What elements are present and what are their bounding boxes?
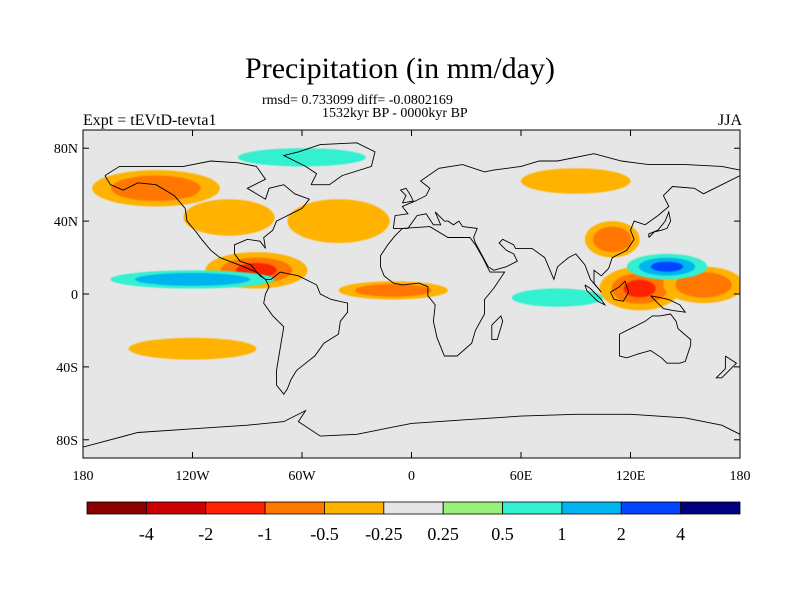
y-tick-label: 40N [54, 215, 78, 230]
coastlines [83, 142, 740, 448]
colorbar-swatch [264, 501, 325, 515]
colorbar-label: 2 [617, 524, 626, 544]
x-tick-label: 60W [288, 469, 316, 484]
x-tick-label: 180 [730, 469, 751, 484]
anomaly-region [650, 261, 684, 272]
coastline-south-america [263, 271, 349, 395]
x-tick-label: 120E [616, 469, 646, 484]
coastline-greenland [282, 142, 376, 186]
y-tick-label: 0 [71, 288, 78, 303]
coastline-north-america [104, 160, 311, 280]
stats-subtitle: rmsd= 0.733099 diff= -0.0802169 [262, 93, 453, 108]
anomaly-region [675, 272, 732, 298]
colorbar-swatch [86, 501, 147, 515]
colorbar: -4 -2 -1 -0.5 -0.25 0.25 0.5 1 2 4 [86, 501, 741, 544]
coastline-uk [399, 187, 414, 204]
x-tick-label: 180 [73, 469, 94, 484]
period-subtitle: 1532kyr BP - 0000kyr BP [322, 106, 468, 121]
colorbar-label: 1 [557, 524, 566, 544]
anomaly-region [521, 168, 631, 194]
colorbar-swatch [620, 501, 682, 515]
anomaly-region [135, 273, 250, 286]
colorbar-label: -4 [139, 524, 154, 544]
colorbar-label: 0.25 [427, 524, 459, 544]
y-tick-label: 40S [56, 361, 78, 376]
colorbar-label: -0.25 [365, 524, 403, 544]
coastline-borneo [609, 280, 630, 302]
colorbar-swatch [502, 501, 563, 515]
colorbar-swatch [145, 501, 207, 515]
colorbar-swatch [561, 501, 622, 515]
anomaly-region [623, 279, 656, 298]
chart-title: Precipitation (in mm/day) [245, 52, 555, 85]
colorbar-swatch [383, 501, 444, 515]
x-tick-label: 60E [510, 469, 533, 484]
coastline-new-guinea [650, 295, 687, 313]
coastline-australia [619, 313, 692, 364]
anomaly-layer [92, 148, 740, 360]
colorbar-swatch [680, 501, 741, 515]
y-tick-label: 80S [56, 434, 78, 449]
coastline-madagascar [491, 315, 504, 341]
season-label: JJA [717, 112, 742, 129]
colorbar-swatch [205, 501, 266, 515]
experiment-label: Expt = tEVtD-tevta1 [83, 112, 217, 129]
anomaly-region [511, 288, 604, 307]
anomaly-region [183, 199, 275, 236]
colorbar-swatch [324, 501, 385, 515]
colorbar-label: 4 [676, 524, 685, 544]
coastline-japan [648, 210, 672, 238]
y-tick-label: 80N [54, 142, 78, 157]
coastline-new-zealand [715, 355, 738, 379]
axis-ticks: 180 120W 60W 0 60E 120E 180 80N 40N 0 40S 80S [54, 130, 751, 484]
colorbar-label: 0.5 [491, 524, 514, 544]
anomaly-region [593, 226, 632, 253]
colorbar-label: -1 [258, 524, 273, 544]
colorbar-label: -0.5 [310, 524, 339, 544]
coastline-sumatra [584, 284, 607, 307]
anomaly-region [111, 175, 201, 202]
coastline-eurasia [392, 153, 740, 293]
anomaly-region [287, 199, 390, 243]
anomaly-region [128, 337, 257, 360]
coastline-antarctica [83, 409, 740, 448]
colorbar-swatch [442, 501, 503, 515]
colorbar-label: -2 [198, 524, 213, 544]
anomaly-region [238, 148, 366, 167]
x-tick-label: 120W [175, 469, 210, 484]
anomaly-region [354, 283, 432, 297]
x-tick-label: 0 [408, 469, 415, 484]
coastline-africa [380, 226, 506, 357]
